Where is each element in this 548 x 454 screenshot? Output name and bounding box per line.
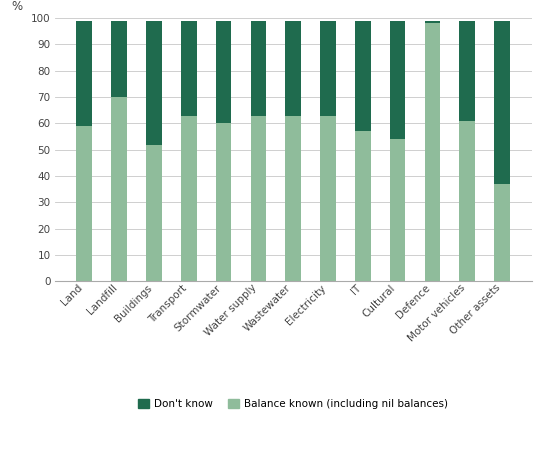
Bar [181, 21, 197, 116]
Bar [459, 21, 475, 121]
Bar [355, 21, 370, 131]
Bar [355, 131, 370, 281]
Bar [390, 139, 406, 281]
Legend: Don't know, Balance known (including nil balances): Don't know, Balance known (including nil… [134, 395, 452, 413]
Bar [250, 116, 266, 281]
Bar [425, 21, 440, 24]
Bar [320, 116, 336, 281]
Bar [494, 184, 510, 281]
Bar [459, 121, 475, 281]
Bar [77, 21, 92, 126]
Y-axis label: %: % [11, 0, 22, 13]
Bar [216, 123, 231, 281]
Bar [494, 21, 510, 184]
Bar [111, 97, 127, 281]
Bar [286, 21, 301, 116]
Bar [320, 21, 336, 116]
Bar [390, 21, 406, 139]
Bar [77, 126, 92, 281]
Bar [216, 21, 231, 123]
Bar [425, 24, 440, 281]
Bar [286, 116, 301, 281]
Bar [181, 116, 197, 281]
Bar [146, 144, 162, 281]
Bar [250, 21, 266, 116]
Bar [111, 21, 127, 97]
Bar [146, 21, 162, 144]
